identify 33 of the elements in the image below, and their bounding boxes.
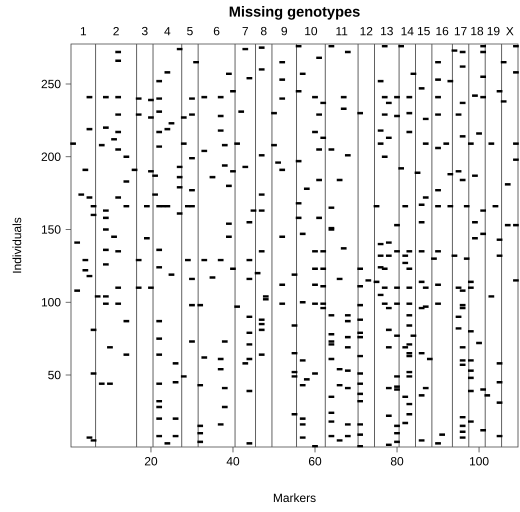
text: 18 xyxy=(471,26,484,36)
text: 11 xyxy=(336,27,348,36)
text: 9 xyxy=(281,26,288,36)
text: 16 xyxy=(436,26,448,36)
text: X xyxy=(506,27,514,36)
y-tick-label: 150 xyxy=(42,225,61,234)
text: 1 xyxy=(80,27,86,36)
text: 17 xyxy=(454,27,467,36)
y-tick-label: 200 xyxy=(42,152,61,161)
x-tick-label: 20 xyxy=(144,457,158,466)
y-tick-label: 250 xyxy=(42,80,61,88)
text: 6 xyxy=(214,26,220,36)
text: 4 xyxy=(164,27,170,36)
text: 14 xyxy=(402,27,414,36)
text: 15 xyxy=(418,26,430,36)
text: 3 xyxy=(142,26,148,36)
y-tick-label: 100 xyxy=(42,298,61,306)
text: 19 xyxy=(488,26,500,36)
text: 13 xyxy=(381,26,393,36)
text: 12 xyxy=(360,26,372,36)
text: 8 xyxy=(260,26,267,36)
y-tick-label: 50 xyxy=(48,370,61,380)
text: 2 xyxy=(113,26,119,36)
text: 10 xyxy=(305,26,318,36)
chart-title: Missing genotypes xyxy=(230,6,360,20)
text: 7 xyxy=(242,27,248,36)
y-axis-title: Individuals xyxy=(12,218,22,273)
x-tick-label: 100 xyxy=(470,457,489,466)
text: 5 xyxy=(187,26,193,36)
x-tick-label: 40 xyxy=(226,457,240,466)
x-tick-label: 60 xyxy=(308,457,322,466)
x-tick-label: 80 xyxy=(390,457,404,466)
x-axis-title: Markers xyxy=(274,493,316,502)
